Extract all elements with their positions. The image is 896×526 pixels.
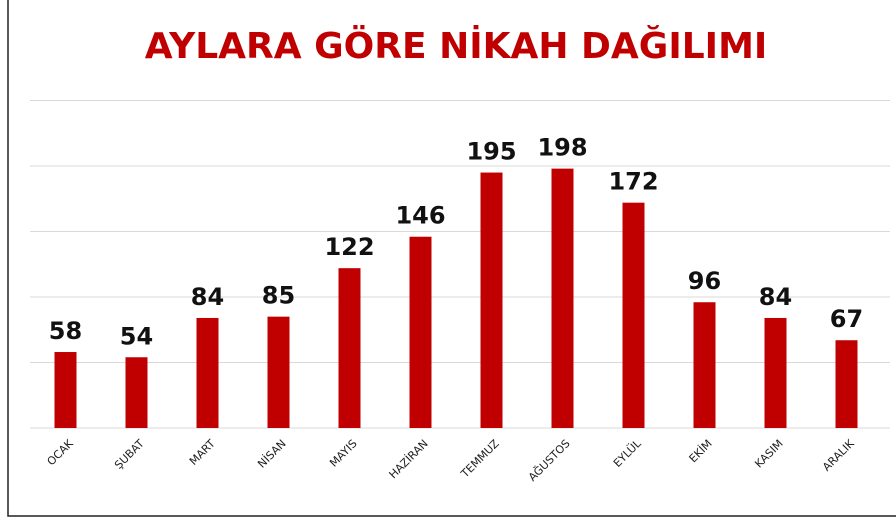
data-label: 54	[120, 322, 153, 350]
data-label: 67	[830, 305, 863, 333]
bar	[409, 236, 432, 428]
bar	[764, 317, 787, 428]
data-label: 172	[608, 168, 658, 196]
data-label: 85	[262, 282, 295, 310]
bar	[551, 168, 574, 428]
data-label: 84	[759, 283, 792, 311]
data-label: 96	[688, 267, 721, 295]
bar	[622, 202, 645, 428]
bar	[693, 302, 716, 428]
bar	[480, 172, 503, 428]
frame	[7, 0, 896, 517]
bar	[835, 340, 858, 428]
data-label: 146	[395, 202, 445, 230]
data-label: 58	[49, 317, 82, 345]
data-label: 84	[191, 283, 224, 311]
data-label: 198	[537, 134, 587, 162]
bar	[338, 268, 361, 428]
data-label: 122	[324, 233, 374, 261]
data-label: 195	[466, 138, 516, 166]
bar	[196, 317, 219, 428]
chart-title: AYLARA GÖRE NİKAH DAĞILIMI	[145, 25, 768, 67]
bar	[125, 357, 148, 428]
bar	[267, 316, 290, 428]
bar	[54, 352, 77, 428]
